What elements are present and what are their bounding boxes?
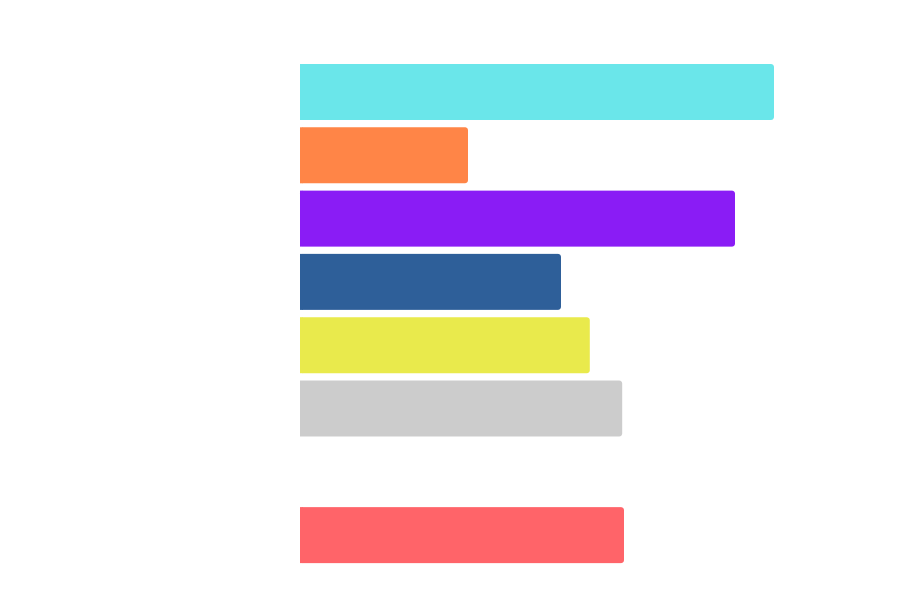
bar-2-edge [300,127,303,184]
bar-8 [300,507,624,564]
bar-2 [300,127,468,184]
bar-4-edge [300,253,303,310]
bar-1 [300,64,774,120]
bar-6-edge [300,380,303,437]
bar-4 [300,253,561,310]
bar-1-edge [300,64,303,120]
bar-5 [300,317,590,374]
bar-6 [300,380,623,437]
bar-8-edge [300,507,303,564]
bars-group [300,64,774,564]
bar-5-edge [300,317,303,374]
bar-3 [300,190,735,247]
bar-3-edge [300,190,303,247]
